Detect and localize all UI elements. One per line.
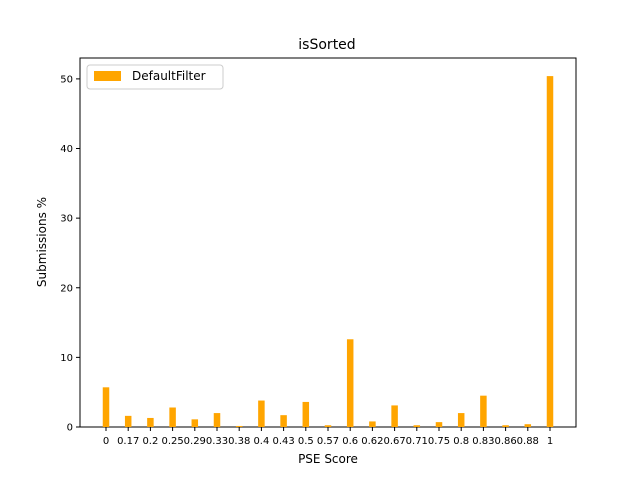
x-tick-label-0.67: 0.67 — [383, 436, 405, 447]
x-tick-label-0.71: 0.71 — [406, 436, 428, 447]
bars-group — [102, 76, 554, 428]
x-tick-label-0.38: 0.38 — [228, 436, 250, 447]
y-tick-label-50: 50 — [60, 74, 73, 85]
bar-0.6 — [346, 339, 354, 427]
x-tick-label-0.75: 0.75 — [428, 436, 450, 447]
x-tick-label-0.6: 0.6 — [342, 436, 358, 447]
x-tick-label-1: 1 — [547, 436, 553, 447]
x-tick-label-0.86: 0.86 — [494, 436, 516, 447]
bar-0.29 — [191, 419, 199, 427]
legend: DefaultFilter — [86, 64, 224, 90]
x-tick-label-0.83: 0.83 — [472, 436, 494, 447]
y-tick-label-0: 0 — [67, 423, 73, 434]
x-tick-label-0.5: 0.5 — [298, 436, 314, 447]
bar-0.83 — [480, 395, 487, 427]
x-tick-label-0.29: 0.29 — [184, 436, 206, 447]
bar-0.8 — [457, 413, 465, 427]
legend-label: DefaultFilter — [132, 69, 206, 83]
bar-0.62 — [369, 421, 376, 427]
x-tick-label-0.57: 0.57 — [317, 436, 339, 447]
x-tick-label-0.88: 0.88 — [517, 436, 539, 447]
y-tick-label-30: 30 — [60, 214, 73, 225]
bar-0.75 — [435, 422, 443, 427]
bar-0.88 — [524, 424, 532, 427]
bar-0.25 — [169, 407, 176, 427]
plot-area — [79, 57, 577, 428]
bar-0.33 — [213, 413, 221, 427]
bar-0.43 — [280, 415, 287, 427]
x-axis-label: PSE Score — [298, 452, 358, 466]
x-tick-label-0.17: 0.17 — [117, 436, 139, 447]
bar-0.5 — [302, 401, 310, 427]
x-tick-label-0.25: 0.25 — [161, 436, 183, 447]
bar-0.71 — [413, 425, 421, 427]
chart-title: isSorted — [298, 37, 355, 53]
x-tick-label-0.43: 0.43 — [272, 436, 294, 447]
bar-0.67 — [391, 405, 398, 427]
x-tick-label-0.33: 0.33 — [206, 436, 228, 447]
bar-0 — [102, 387, 110, 427]
bar-0.2 — [147, 417, 154, 427]
bar-0.57 — [324, 425, 332, 427]
bar-0.38 — [235, 425, 243, 427]
y-tick-label-20: 20 — [60, 283, 73, 294]
legend-swatch — [94, 71, 121, 81]
bar-0.4 — [258, 400, 265, 427]
y-axis: 0 10 20 30 40 50 — [60, 74, 80, 434]
bar-0.17 — [124, 415, 132, 427]
y-tick-label-40: 40 — [60, 144, 73, 155]
bar-0.86 — [502, 425, 509, 427]
bar-1 — [546, 76, 554, 428]
x-tick-label-0: 0 — [103, 436, 109, 447]
x-tick-label-0.2: 0.2 — [142, 436, 158, 447]
x-axis: 0 0.17 0.2 0.25 0.29 0.33 0.38 0.4 0.43 0.5 0.57 0.… — [103, 427, 553, 447]
x-tick-label-0.4: 0.4 — [253, 436, 269, 447]
y-tick-label-10: 10 — [60, 353, 73, 364]
x-tick-label-0.8: 0.8 — [453, 436, 469, 447]
y-axis-label: Submissions % — [35, 197, 49, 287]
x-tick-label-0.62: 0.62 — [361, 436, 383, 447]
